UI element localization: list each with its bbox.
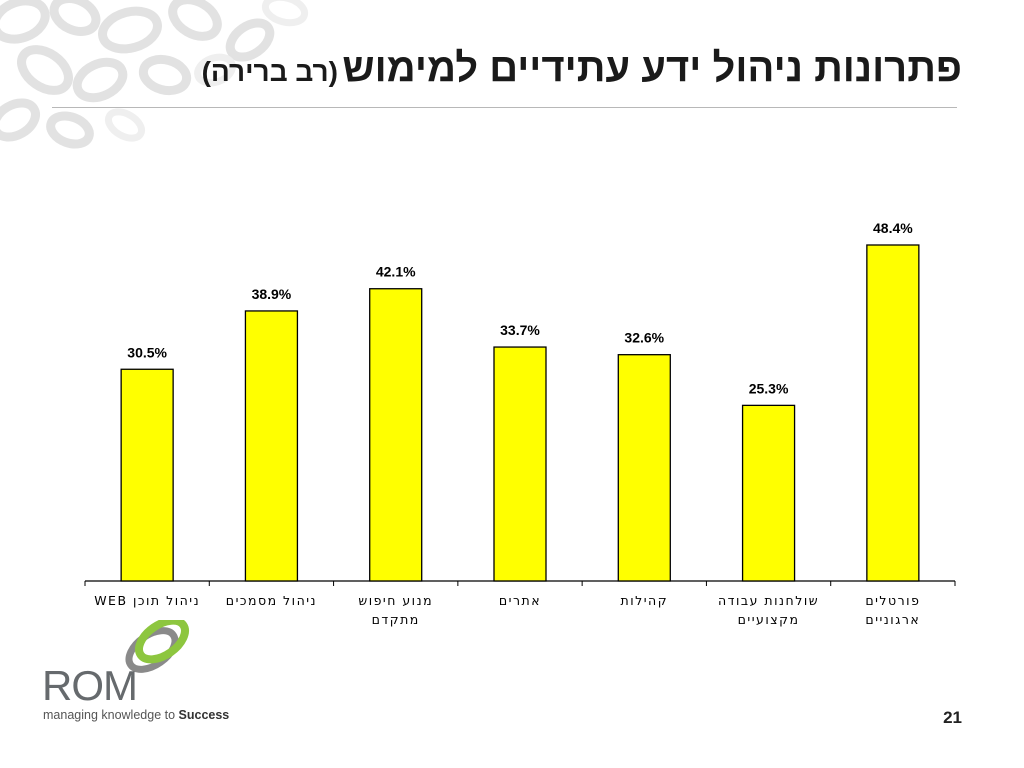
category-label: שולחנות עבודה	[718, 593, 819, 608]
logo-tagline-bold: Success	[178, 708, 230, 722]
rom-logo-rings-icon	[125, 620, 189, 673]
data-label: 42.1%	[376, 264, 416, 280]
category-label: קהילות	[621, 593, 669, 608]
category-label: מתקדם	[372, 612, 420, 627]
data-label: 33.7%	[500, 322, 540, 338]
category-label: אתרים	[499, 593, 541, 608]
page-number: 21	[943, 708, 962, 727]
bar	[369, 288, 423, 582]
category-label: מנוע חיפוש	[358, 593, 433, 608]
category-label: ארגוניים	[865, 612, 920, 627]
logo-tagline: managing knowledge to Success	[43, 708, 229, 722]
data-label: 30.5%	[127, 344, 167, 360]
logo-tagline-prefix: managing knowledge to	[43, 708, 179, 722]
bar	[244, 310, 299, 582]
data-label: 25.3%	[749, 380, 789, 396]
decorative-rings	[0, 0, 309, 149]
data-label: 48.4%	[873, 220, 913, 236]
bar	[617, 354, 671, 582]
data-label: 32.6%	[624, 330, 664, 346]
slide-title-main: פתרונות ניהול ידע עתידיים למימוש	[342, 46, 962, 90]
category-label: פורטלים	[865, 593, 920, 608]
data-label: 38.9%	[252, 286, 292, 302]
category-label: ניהול תוכן WEB	[94, 593, 200, 608]
category-label: ניהול מסמכים	[226, 593, 317, 608]
bar	[866, 244, 920, 582]
slide-title: פתרונות ניהול ידע עתידיים למימוש (רב ברי…	[202, 46, 962, 91]
title-divider	[52, 107, 957, 108]
bar	[741, 404, 796, 582]
bar	[120, 368, 174, 582]
category-label: מקצועיים	[738, 612, 800, 627]
slide-title-sub: (רב ברירה)	[201, 56, 338, 87]
bar	[493, 346, 547, 582]
logo-wordmark: ROM	[42, 662, 138, 709]
